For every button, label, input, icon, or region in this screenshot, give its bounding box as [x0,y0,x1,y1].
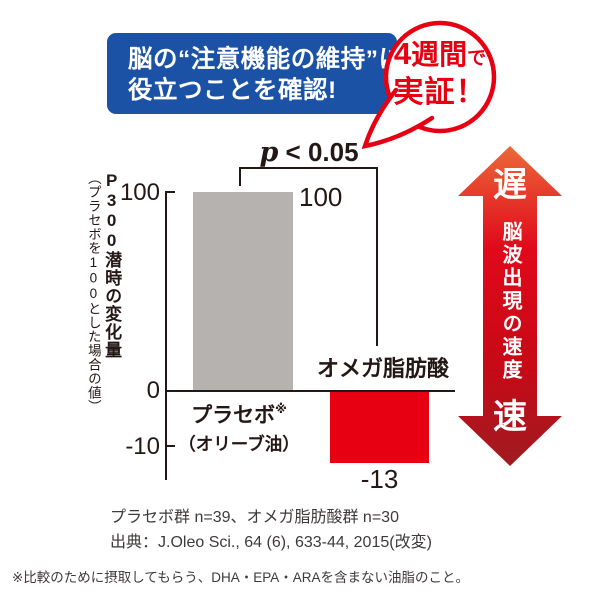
bar-omega-label: オメガ脂肪酸 [316,356,449,381]
badge-line-2: 実証！ [393,76,487,109]
sample-size-text: プラセボ群 n=39、オメガ脂肪酸群 n=30 [110,509,399,526]
headline-line-1: 脳の“注意機能の維持”に [128,46,404,73]
significance-label: p < 0.05 [232,137,386,168]
headline-banner: 脳の“注意機能の維持”に 役立つことを確認! [107,33,404,114]
bar-placebo-value: 100 [299,182,343,212]
badge-line-1: 4週間で [393,36,487,71]
label-slow: 遅 [493,166,527,204]
y-tick-label-0: 0 [146,377,160,404]
significance-bracket-horizontal [239,167,378,169]
y-tick-label-neg10: -10 [125,433,160,460]
speech-bubble-icon [361,20,497,149]
speed-arrow-labels: 遅 脳波出現の速度 速 [458,146,562,466]
p-value: < 0.05 [278,137,359,167]
bar-placebo-subname: （オリーブ油） [178,434,300,454]
bar-placebo [193,192,293,390]
y-tickmark-neg10 [167,445,175,447]
headline-line-2: 役立つことを確認! [128,77,337,104]
y-axis-line [165,191,167,480]
x-axis-zero-line [165,390,455,392]
speed-arrow: 遅 脳波出現の速度 速 [458,146,562,466]
significance-bracket-left [239,167,241,186]
label-fast: 速 [493,398,527,436]
significance-bracket-right [376,167,378,346]
source-citation: 出典：J.Oleo Sci., 64 (6), 633-44, 2015(改変) [110,534,432,551]
y-axis-title: P300潜時の変化量 （プラセボを100とした場合の値） [84,171,122,471]
p-symbol: p [259,137,279,168]
footnote-marker: ※ [275,402,287,416]
y-axis-title-sub: （プラセボを100とした場合の値） [85,171,101,414]
bar-placebo-name: プラセボ※ [191,402,287,427]
y-tick-label-100: 100 [119,179,160,206]
bar-omega-value: -13 [360,464,399,494]
double-arrow-icon [458,146,562,466]
y-axis-title-main: P300潜時の変化量 [102,171,122,359]
footnote-text: ※比較のために摂取してもらう、DHA・EPA・ARAを含まない油脂のこと。 [12,570,470,585]
label-brainwave-speed: 脳波出現の速度 [499,220,521,382]
badge-text: 4週間で 実証！ [388,37,492,109]
bar-placebo-label: プラセボ※ （オリーブ油） [178,396,300,458]
y-tickmark-100 [167,191,175,193]
bar-omega [330,392,429,463]
